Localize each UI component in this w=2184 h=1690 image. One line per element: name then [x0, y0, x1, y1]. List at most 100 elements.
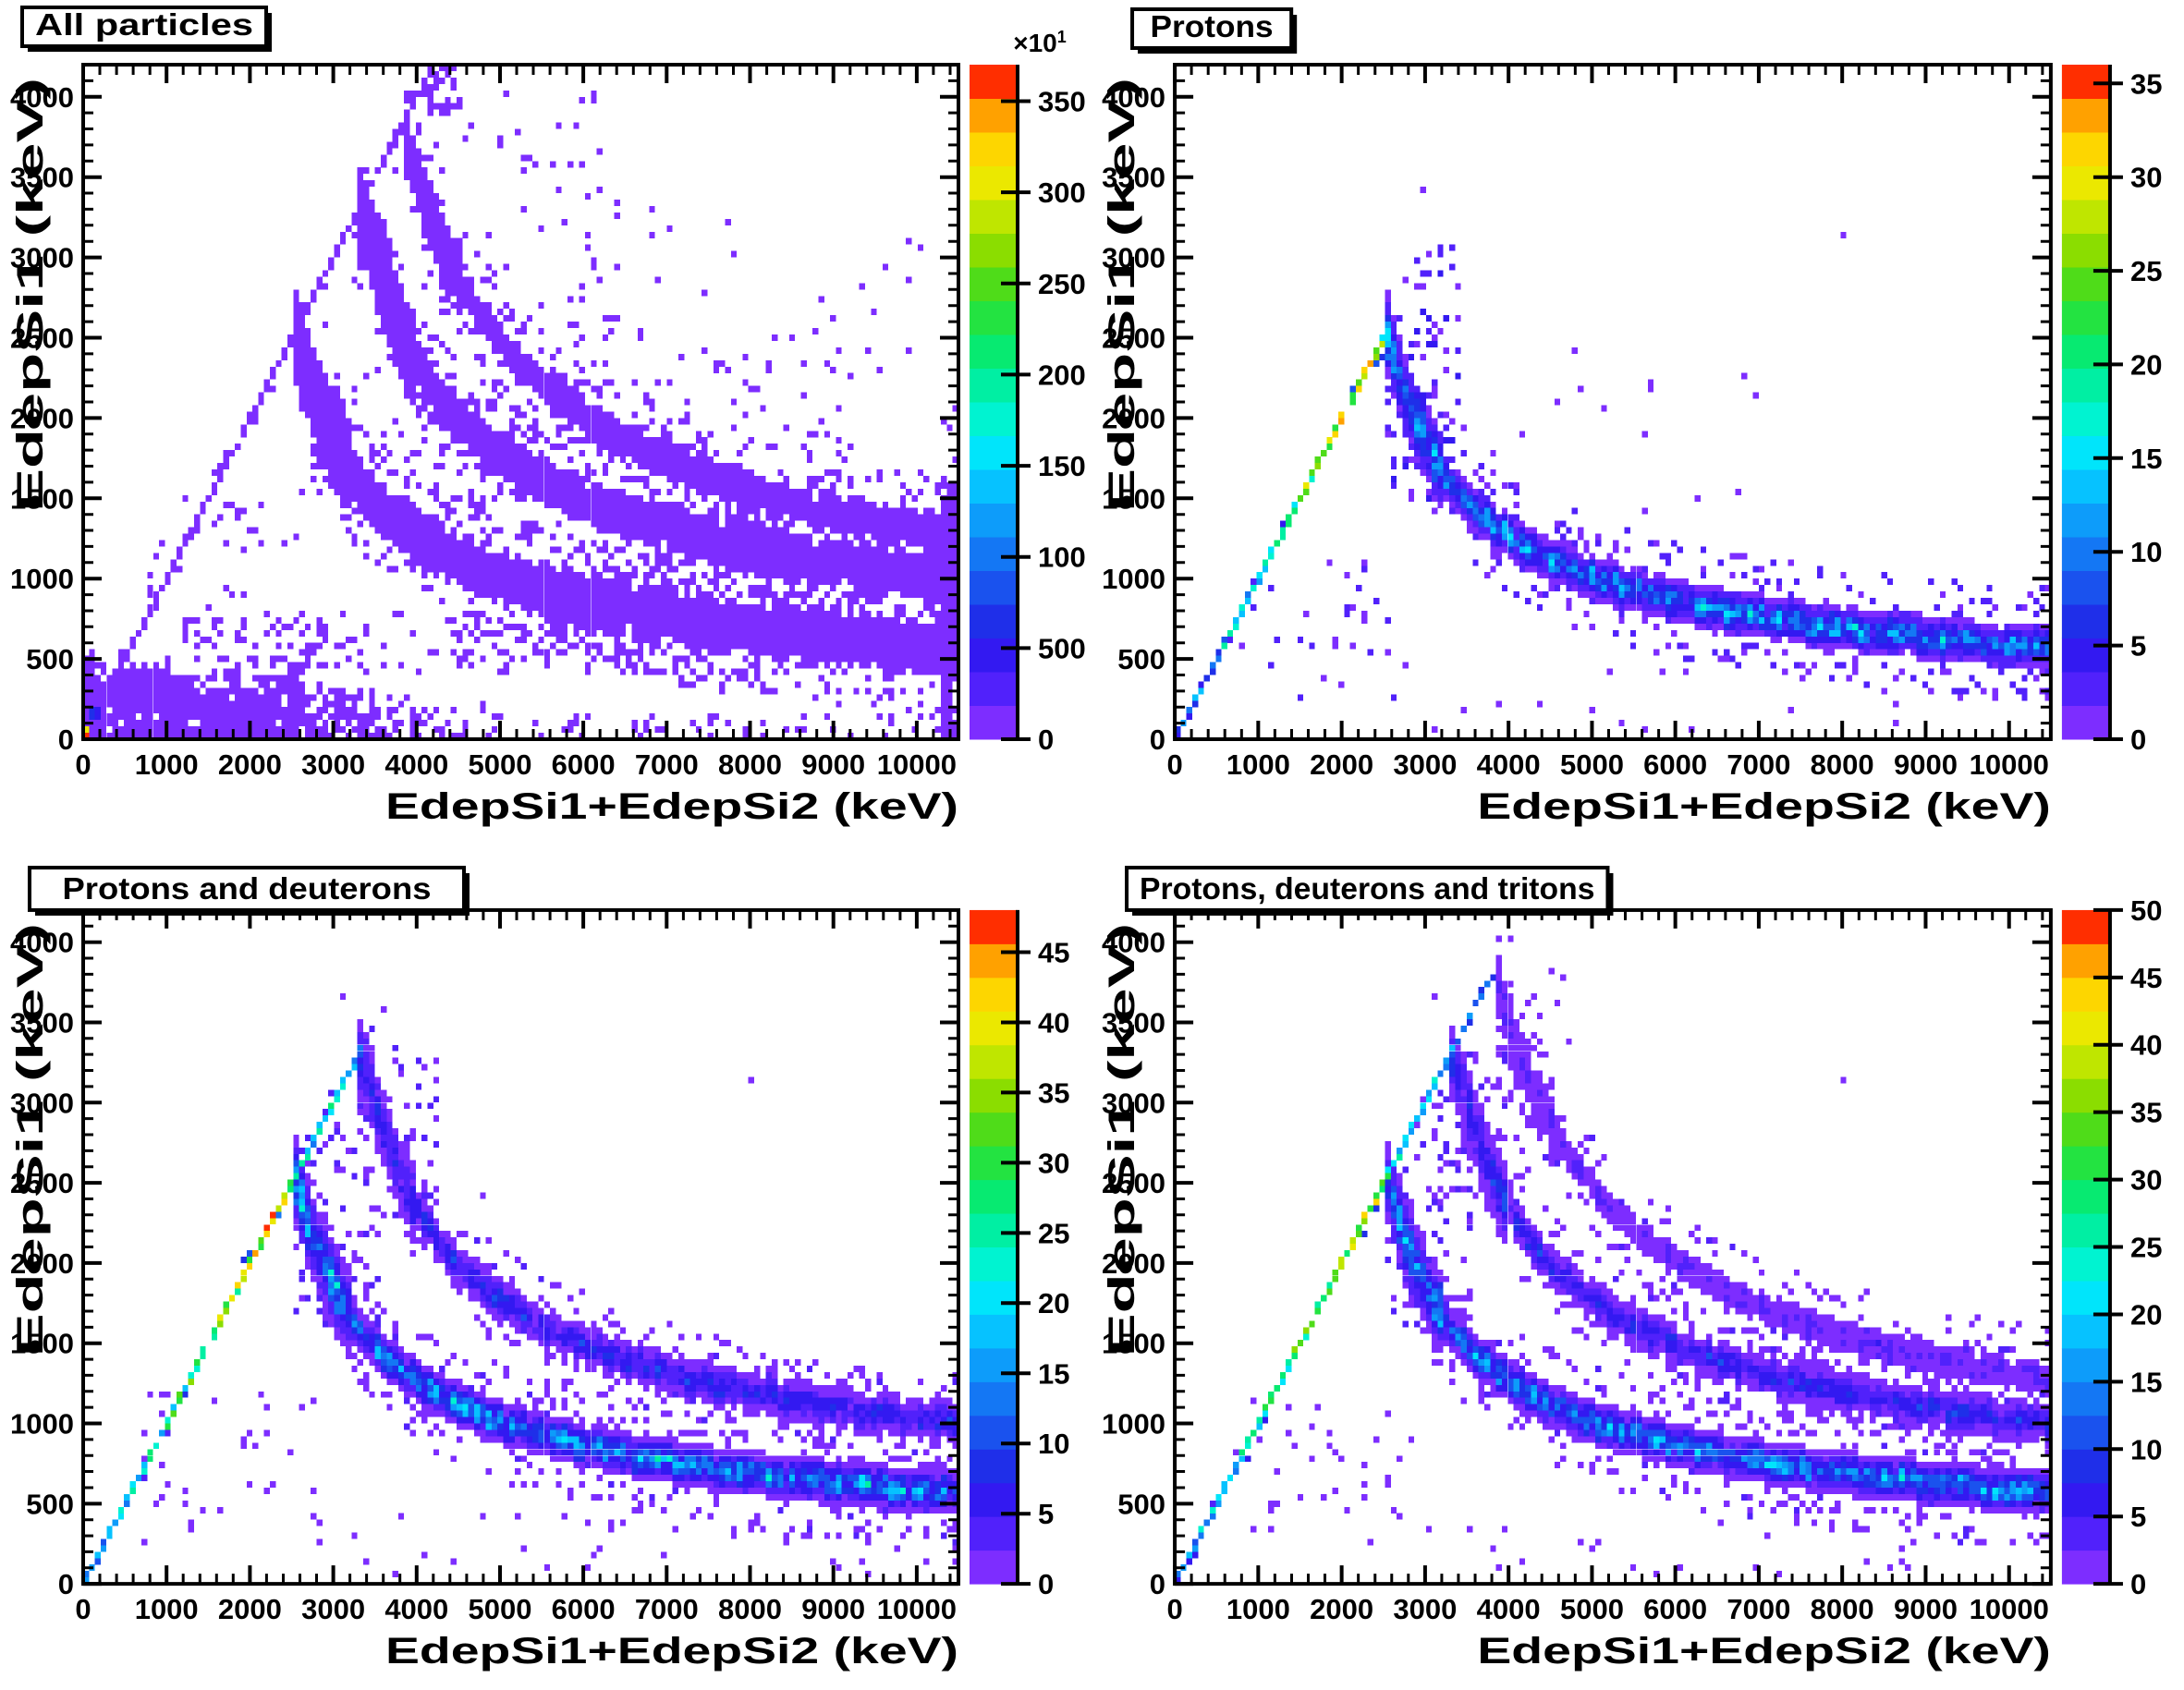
- svg-text:3000: 3000: [1393, 748, 1457, 781]
- title-pave: All particles: [20, 6, 272, 52]
- svg-text:1500: 1500: [1102, 1328, 1165, 1360]
- y-tick-labels: 0 500 1000 1500 2000 2500 3000 3500 4000: [1102, 81, 1165, 756]
- panel-title: Protons: [1151, 9, 1274, 43]
- svg-text:7000: 7000: [1726, 748, 1790, 781]
- svg-text:5000: 5000: [1560, 1593, 1624, 1625]
- svg-text:45: 45: [1038, 936, 1069, 968]
- title-pave: Protons, deuterons and tritons: [1125, 865, 1614, 916]
- svg-text:0: 0: [1038, 723, 1054, 756]
- svg-text:3500: 3500: [1102, 1007, 1165, 1040]
- svg-text:150: 150: [1038, 450, 1086, 482]
- svg-text:25: 25: [2130, 255, 2162, 287]
- colorbar: 0 5 10 15 20 25 30 35 40 45: [970, 909, 1069, 1600]
- panel-protons-deuterons: 0 1000 2000 3000 4000 5000 6000 7000 8000 9000 100…: [0, 845, 1092, 1690]
- svg-text:3000: 3000: [10, 242, 74, 274]
- svg-text:6000: 6000: [552, 748, 616, 781]
- svg-text:15: 15: [2130, 443, 2162, 475]
- x-tick-labels: 0 1000 2000 3000 4000 5000 6000 7000 8000 9000 100…: [75, 1593, 957, 1625]
- svg-text:0: 0: [58, 1568, 74, 1600]
- svg-text:4000: 4000: [1477, 1593, 1541, 1625]
- colorbar-tick-labels: 0 5 10 15 20 25 30 35 40 45: [1038, 936, 1069, 1600]
- svg-text:1000: 1000: [10, 1408, 74, 1441]
- svg-text:10000: 10000: [1970, 748, 2049, 781]
- svg-text:1500: 1500: [1102, 482, 1165, 515]
- colorbar-ticks: [1001, 950, 1031, 1587]
- svg-text:4000: 4000: [10, 81, 74, 114]
- plot-protons-deuterons: 0 1000 2000 3000 4000 5000 6000 7000 8000 9000 100…: [10, 865, 1069, 1672]
- svg-text:8000: 8000: [718, 1593, 782, 1625]
- svg-text:20: 20: [2130, 1298, 2163, 1331]
- svg-text:40: 40: [2130, 1029, 2163, 1062]
- y-axis-title: EdepSi1 (keV): [1102, 923, 1142, 1356]
- svg-text:7000: 7000: [1726, 1593, 1790, 1625]
- svg-text:40: 40: [1038, 1006, 1069, 1039]
- svg-text:500: 500: [26, 643, 74, 675]
- svg-text:3000: 3000: [301, 1593, 365, 1625]
- svg-text:4000: 4000: [1102, 81, 1165, 114]
- svg-text:0: 0: [2130, 1568, 2146, 1600]
- svg-text:2000: 2000: [10, 402, 74, 434]
- plot-frame: [81, 63, 960, 741]
- svg-text:20: 20: [2130, 348, 2162, 381]
- colorbar-tick-labels: 0 500 100 150 200 250 300 350: [1038, 86, 1086, 757]
- svg-text:6000: 6000: [1643, 748, 1707, 781]
- y-tick-labels: 0 500 1000 1500 2000 2500 3000 3500 4000: [10, 927, 74, 1600]
- svg-text:0: 0: [1150, 1568, 1165, 1600]
- svg-text:50: 50: [2130, 894, 2163, 927]
- colorbar-multiplier: ×101: [1013, 28, 1067, 57]
- svg-text:3500: 3500: [1102, 162, 1165, 194]
- svg-text:9000: 9000: [801, 1593, 865, 1625]
- title-pave: Protons: [1130, 7, 1298, 54]
- y-axis-title: EdepSi1 (keV): [1102, 78, 1142, 512]
- svg-text:4000: 4000: [384, 1593, 448, 1625]
- panel-title: Protons, deuterons and tritons: [1140, 871, 1594, 906]
- svg-text:2500: 2500: [1102, 322, 1165, 355]
- svg-text:6000: 6000: [552, 1593, 616, 1625]
- svg-text:10000: 10000: [1970, 1593, 2049, 1625]
- title-pave: Protons and deuterons: [28, 865, 470, 916]
- plot-protons: 0 1000 2000 3000 4000 5000 6000 7000 8000 9000 100…: [1102, 7, 2162, 827]
- x-tick-labels: 0 1000 2000 3000 4000 5000 6000 7000 8000 9000 100…: [1166, 748, 2048, 781]
- svg-text:1000: 1000: [1102, 1408, 1165, 1441]
- panel-all-particles: 0 1000 2000 3000 4000 5000 6000 7000 8000 9000 100…: [0, 0, 1092, 845]
- x-tick-labels: 0 1000 2000 3000 4000 5000 6000 7000 8000 9000 100…: [1166, 1593, 2048, 1625]
- svg-text:2500: 2500: [1102, 1167, 1165, 1199]
- svg-text:6000: 6000: [1643, 1593, 1707, 1625]
- svg-text:3000: 3000: [10, 1087, 74, 1119]
- colorbar-tick-labels: 0 5 10 15 20 25 30 35: [2130, 67, 2162, 756]
- svg-text:10000: 10000: [877, 748, 957, 781]
- colorbar: 0 5 10 15 20 25 30 35: [2061, 65, 2162, 756]
- svg-text:0: 0: [1150, 723, 1165, 756]
- svg-text:2000: 2000: [1310, 748, 1373, 781]
- svg-text:10: 10: [2130, 1433, 2163, 1465]
- svg-text:200: 200: [1038, 359, 1086, 391]
- svg-text:3000: 3000: [301, 748, 365, 781]
- svg-text:20: 20: [1038, 1287, 1069, 1319]
- colorbar-tick-labels: 0 5 10 15 20 25 30 35 40 45 50: [2130, 894, 2163, 1600]
- y-tick-labels: 0 500 1000 1500 2000 2500 3000 3500 4000: [1102, 927, 1165, 1600]
- svg-text:8000: 8000: [1811, 748, 1874, 781]
- svg-text:5: 5: [2130, 1501, 2146, 1533]
- svg-text:35: 35: [1038, 1076, 1069, 1109]
- svg-text:45: 45: [2130, 962, 2163, 994]
- svg-text:1500: 1500: [10, 1328, 74, 1360]
- svg-text:500: 500: [1038, 632, 1086, 664]
- axis-minor-ticks: [83, 65, 958, 739]
- svg-text:0: 0: [1166, 1593, 1182, 1625]
- svg-text:25: 25: [1038, 1217, 1069, 1249]
- plot-protons-deuterons-tritons: 0 1000 2000 3000 4000 5000 6000 7000 8000 9000 100…: [1102, 865, 2163, 1672]
- y-tick-labels: 0 500 1000 1500 2000 2500 3000 3500 4000: [10, 81, 74, 756]
- svg-text:300: 300: [1038, 176, 1086, 209]
- svg-text:4000: 4000: [1477, 748, 1541, 781]
- svg-text:1000: 1000: [135, 748, 199, 781]
- panel-protons: 0 1000 2000 3000 4000 5000 6000 7000 8000 9000 100…: [1092, 0, 2184, 845]
- svg-text:3500: 3500: [10, 1006, 74, 1039]
- histogram-cells: [1175, 187, 2051, 739]
- histogram-cells: [83, 65, 959, 739]
- svg-text:0: 0: [75, 748, 91, 781]
- svg-text:0: 0: [75, 1593, 91, 1625]
- svg-text:1000: 1000: [1226, 1593, 1290, 1625]
- axis-minor-ticks: [1175, 65, 2051, 739]
- panel-protons-deuterons-tritons: 0 1000 2000 3000 4000 5000 6000 7000 8000 9000 100…: [1092, 845, 2184, 1690]
- svg-text:7000: 7000: [635, 1593, 699, 1625]
